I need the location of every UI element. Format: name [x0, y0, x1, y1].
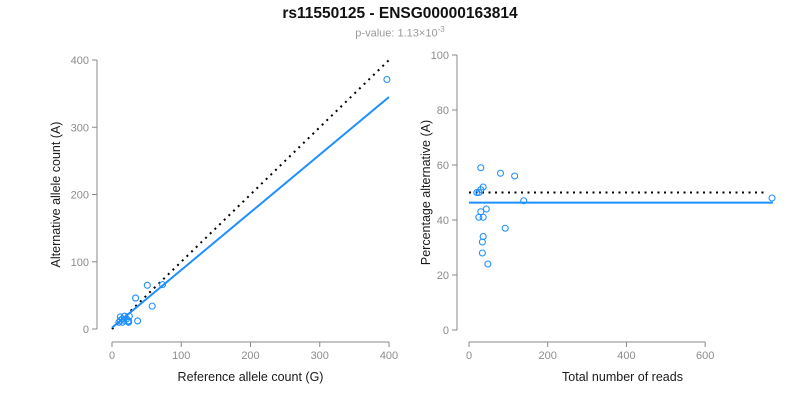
y-tick-label: 60 [437, 160, 449, 172]
data-point [159, 281, 167, 289]
data-point [134, 317, 142, 325]
x-tick-label: 600 [696, 350, 714, 362]
y-tick-label: 100 [431, 50, 449, 62]
data-point [520, 197, 528, 205]
pvalue-label: p-value: [355, 27, 395, 40]
y-tick-label: 0 [83, 324, 89, 336]
pvalue-base: 1.13×10 [397, 27, 438, 40]
x-tick-label: 0 [109, 350, 115, 362]
data-point [143, 281, 151, 289]
fit-line [111, 96, 390, 329]
figure-subtitle: p-value: 1.13×10-3 [0, 25, 800, 40]
x-tick-label: 400 [380, 350, 398, 362]
x-tick-label: 0 [466, 350, 472, 362]
y-tick-label: 200 [71, 190, 89, 202]
y-tick-label: 0 [443, 325, 449, 337]
data-point [478, 249, 486, 257]
data-point [478, 238, 486, 246]
data-point [482, 205, 490, 213]
y-axis-label: Percentage alternative (A) [419, 120, 433, 265]
data-point [148, 302, 156, 310]
data-point [484, 260, 492, 268]
data-point [479, 183, 487, 191]
y-tick-label: 300 [71, 122, 89, 134]
x-tick-label: 400 [617, 350, 635, 362]
y-tick-label: 20 [437, 270, 449, 282]
data-point [768, 194, 776, 202]
x-axis-label: Total number of reads [562, 370, 683, 384]
x-tick-label: 200 [539, 350, 557, 362]
x-tick-label: 200 [241, 350, 259, 362]
data-point [479, 213, 487, 221]
y-tick-label: 80 [437, 105, 449, 117]
identity-line [111, 59, 390, 330]
x-tick-label: 300 [311, 350, 329, 362]
percentage-vs-reads-scatter: 0 20 40 60 80 100 0 200 400 600 Total number of re… [419, 50, 776, 384]
y-tick-label: 100 [71, 257, 89, 269]
data-point [124, 318, 132, 326]
data-point [511, 172, 519, 180]
data-point [496, 169, 505, 177]
data-point [501, 224, 509, 232]
data-point [383, 75, 391, 84]
y-tick-label: 400 [71, 55, 89, 67]
data-point [477, 164, 485, 172]
figure-title: rs11550125 - ENSG00000163814 [282, 5, 518, 22]
x-tick-label: 100 [172, 350, 190, 362]
pvalue-exponent: -3 [437, 25, 445, 34]
y-tick-label: 40 [437, 215, 449, 227]
data-point [125, 318, 133, 326]
x-axis-label: Reference allele count (G) [178, 370, 324, 384]
y-axis-label: Alternative allele count (A) [49, 122, 63, 268]
allele-count-scatter: 0 100 200 300 400 0 100 200 300 400 Reference alle… [49, 55, 398, 384]
data-point [475, 213, 483, 221]
data-point [131, 294, 140, 302]
